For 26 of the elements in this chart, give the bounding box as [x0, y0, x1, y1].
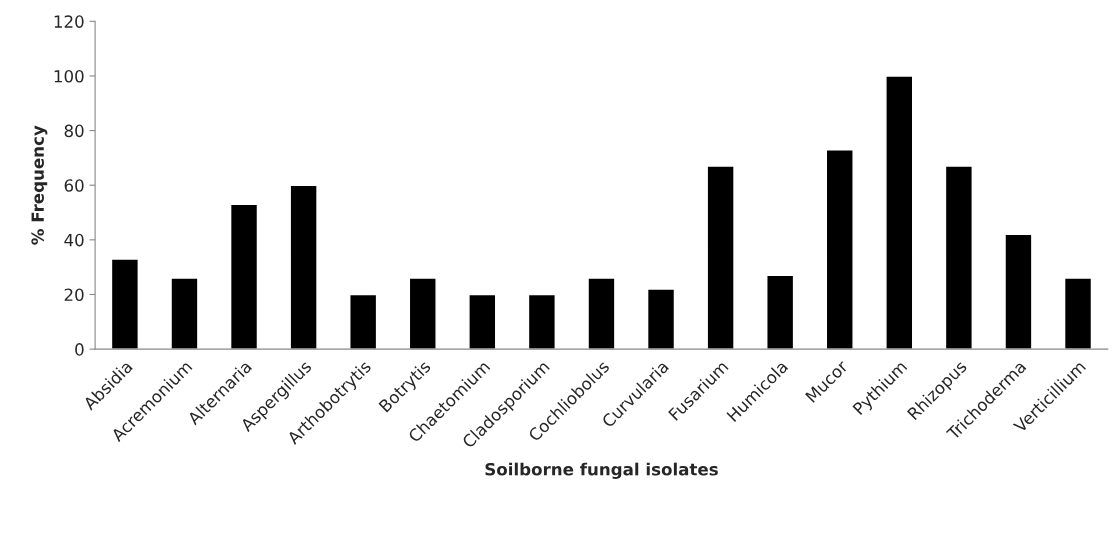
bar [587, 277, 616, 350]
bar [646, 288, 676, 350]
y-tick-label: 80 [64, 124, 84, 138]
bar [944, 165, 973, 350]
y-tick-label: 60 [64, 179, 84, 192]
bar [170, 277, 199, 350]
bar [1063, 277, 1093, 350]
y-tick-label: 100 [54, 69, 84, 83]
x-axis-title: Soilborne fungal isolates [485, 462, 718, 479]
bar [468, 293, 497, 350]
bar [408, 277, 437, 350]
bar [766, 274, 795, 350]
y-axis-title: % Frequency [31, 125, 48, 245]
bar [1004, 233, 1033, 350]
y-tick-label: 40 [64, 233, 84, 247]
y-tick-label: 0 [75, 343, 84, 356]
bar [289, 184, 318, 350]
bar [825, 149, 854, 350]
bar [527, 293, 556, 350]
bar [706, 165, 735, 350]
y-tick-label: 120 [54, 15, 84, 28]
bar [229, 203, 259, 350]
bar [110, 258, 139, 350]
bar [349, 293, 378, 350]
y-tick-label: 20 [64, 288, 84, 302]
bar [885, 75, 914, 350]
